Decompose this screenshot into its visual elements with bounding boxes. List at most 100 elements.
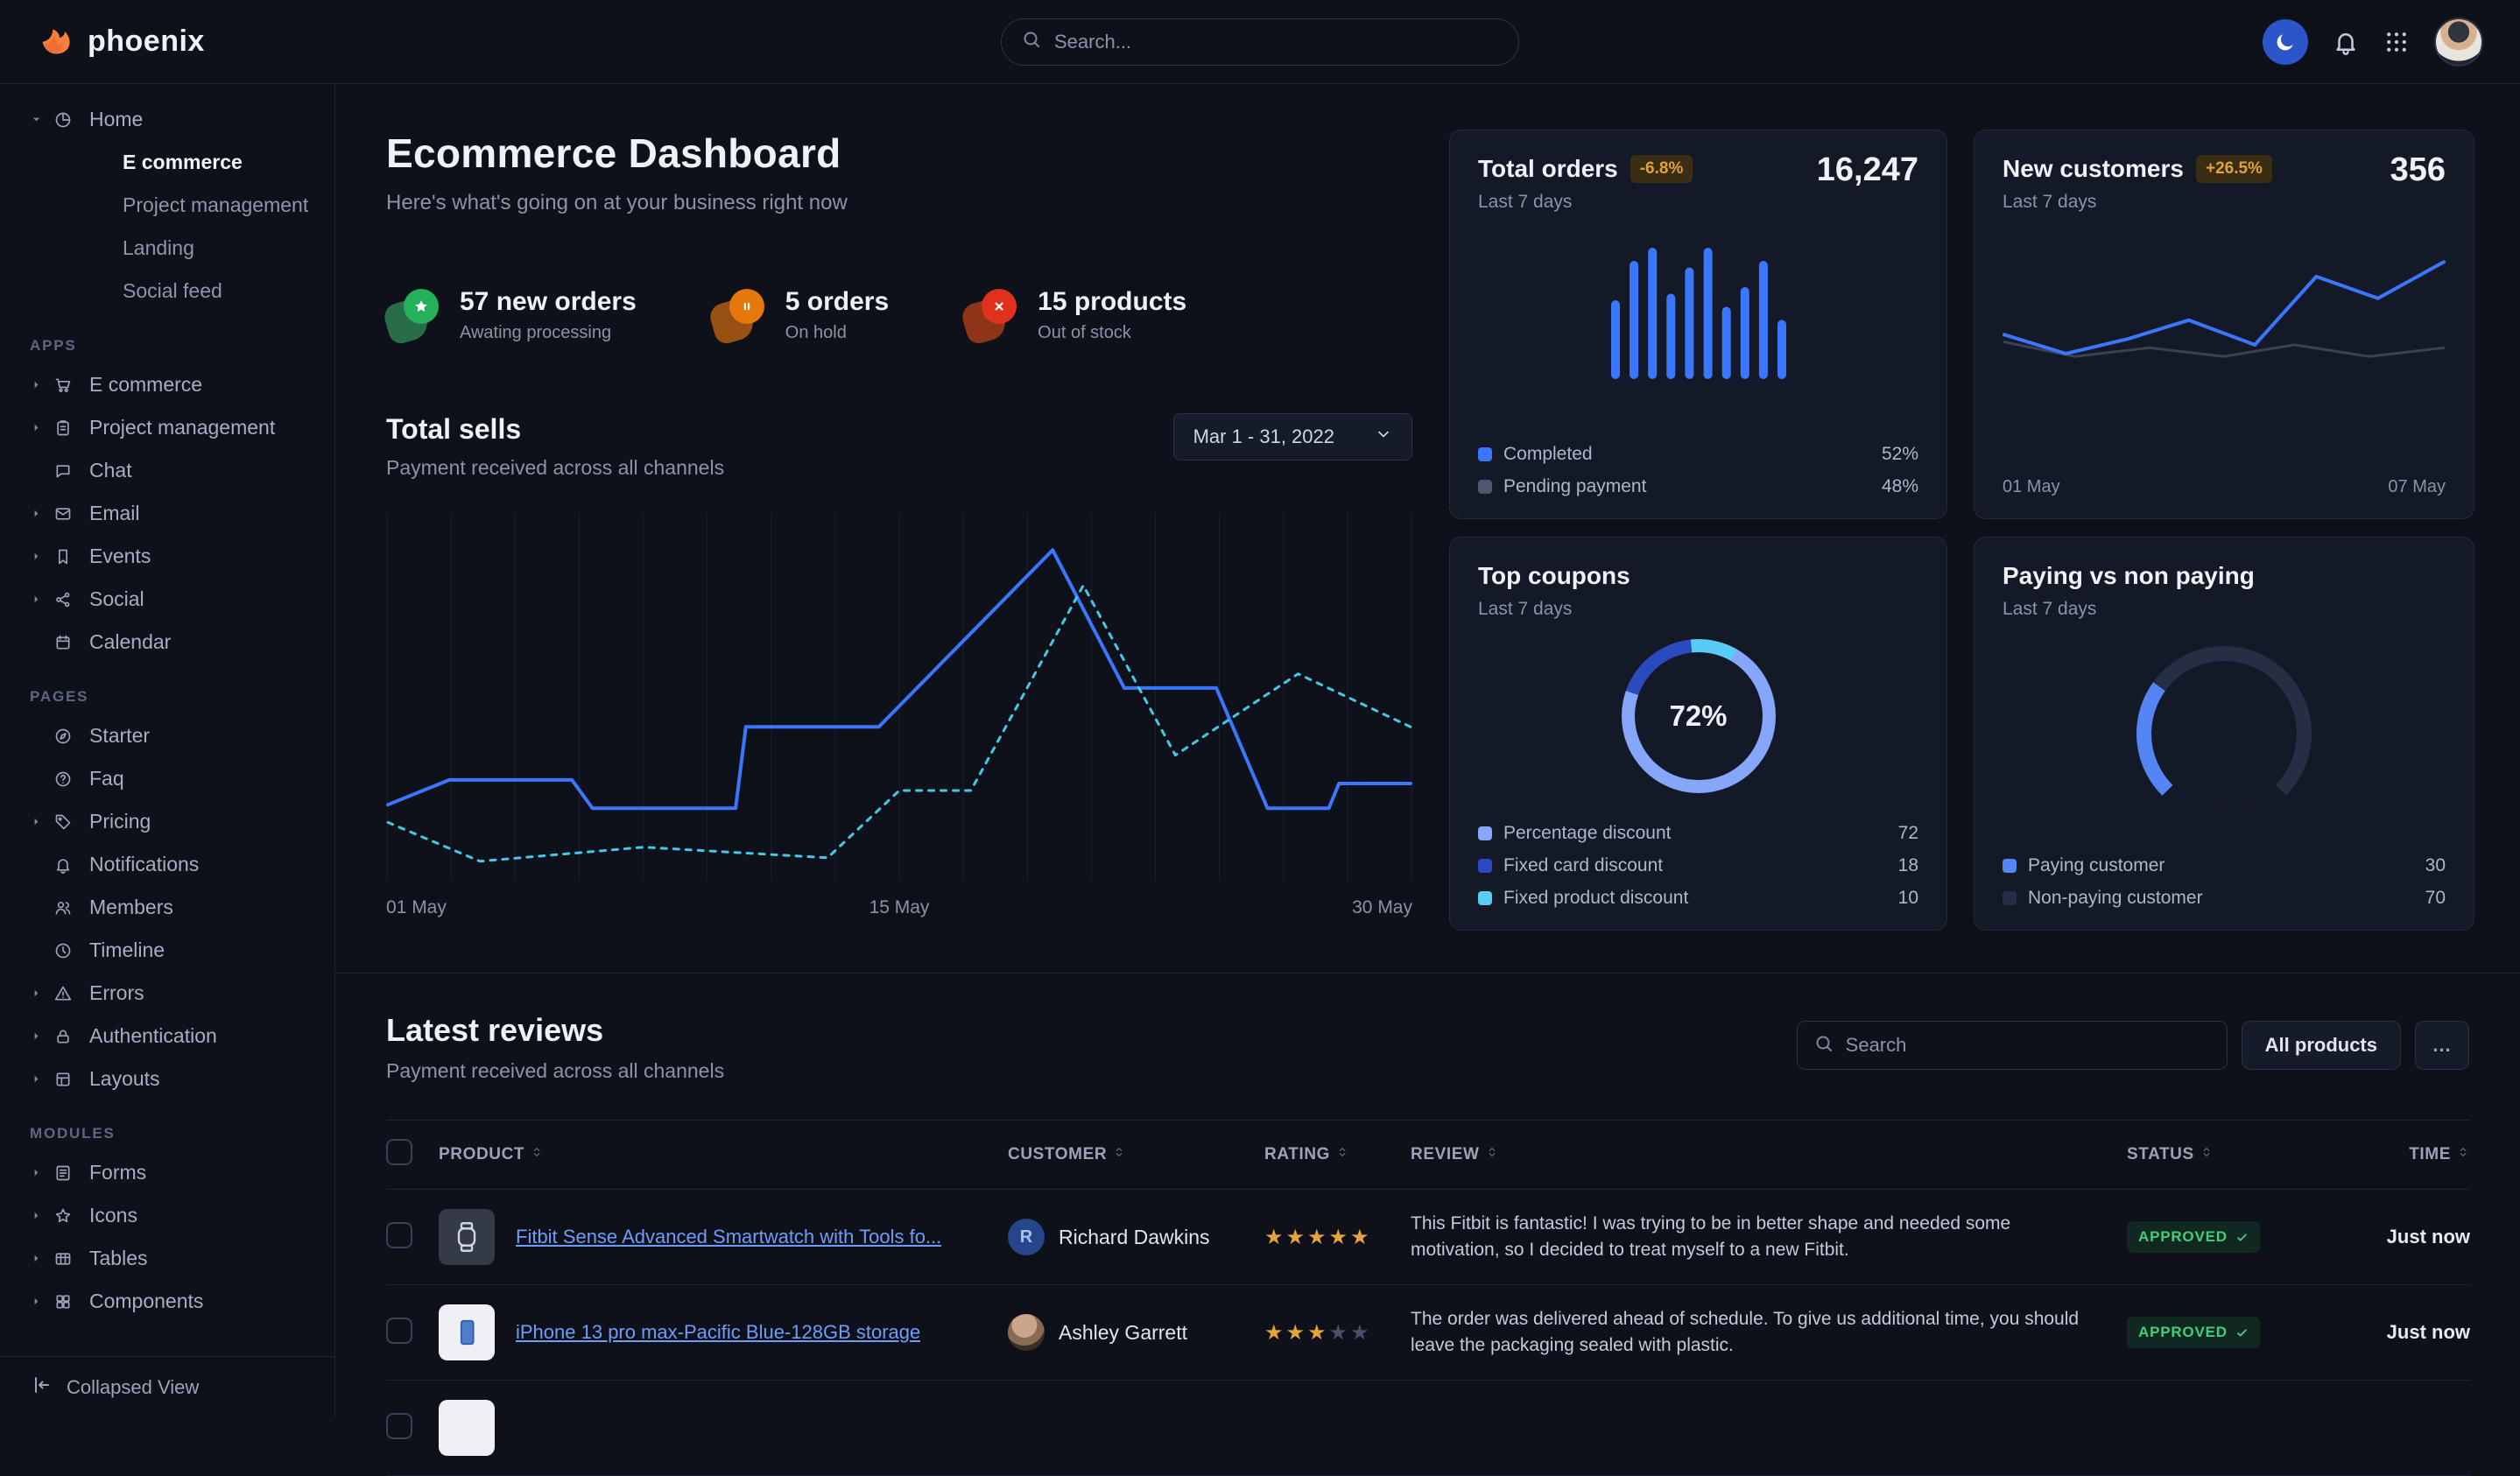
legend-label: Non-paying customer	[2028, 888, 2203, 909]
all-products-button[interactable]: All products	[2242, 1021, 2401, 1070]
sidebar-item-label: Chat	[89, 459, 132, 482]
sidebar-nav: HomeE commerceProject managementLandingS…	[0, 84, 334, 1353]
top-coupons-donut-chart: 72%	[1478, 639, 1918, 793]
card-title: Paying vs non paying	[2003, 562, 2255, 590]
sidebar-item-calendar[interactable]: Calendar	[0, 621, 334, 664]
date-range-value: Mar 1 - 31, 2022	[1193, 425, 1334, 448]
column-header-product[interactable]: PRODUCT	[439, 1145, 544, 1164]
reviews-search-input[interactable]	[1846, 1034, 2211, 1057]
sidebar-subitem-landing[interactable]: Landing	[0, 227, 334, 270]
row-checkbox[interactable]	[386, 1413, 412, 1439]
date-range-select[interactable]: Mar 1 - 31, 2022	[1173, 413, 1412, 460]
page-title: Ecommerce Dashboard	[386, 130, 1412, 177]
theme-toggle-button[interactable]	[2263, 19, 2308, 65]
sidebar-item-social[interactable]: Social	[0, 578, 334, 621]
sidebar-item-label: Home	[89, 108, 143, 131]
x-tick: 01 May	[2003, 477, 2060, 497]
sidebar-item-notifications[interactable]: Notifications	[0, 843, 334, 886]
help-icon	[54, 770, 72, 788]
sidebar-item-label: Project management	[89, 416, 275, 439]
compass-icon	[54, 727, 72, 745]
product-link[interactable]: iPhone 13 pro max-Pacific Blue-128GB sto…	[516, 1321, 920, 1344]
caret-right-icon	[30, 507, 43, 520]
sidebar-section-apps: APPS	[0, 337, 334, 355]
column-header-rating[interactable]: RATING	[1264, 1145, 1349, 1164]
brand[interactable]: phoenix	[37, 20, 205, 63]
row-checkbox[interactable]	[386, 1222, 412, 1248]
collapsed-view-button[interactable]: Collapsed View	[0, 1356, 335, 1417]
user-avatar[interactable]	[2434, 18, 2483, 67]
column-header-customer[interactable]: CUSTOMER	[1008, 1145, 1126, 1164]
sidebar-item-errors[interactable]: Errors	[0, 972, 334, 1015]
select-all-checkbox[interactable]	[386, 1139, 412, 1165]
sidebar-item-events[interactable]: Events	[0, 535, 334, 578]
more-options-button[interactable]: ...	[2415, 1021, 2469, 1070]
sidebar-item-label: Errors	[89, 981, 144, 1005]
collapsed-view-label: Collapsed View	[67, 1376, 199, 1399]
sidebar-item-faq[interactable]: Faq	[0, 757, 334, 800]
sidebar-item-e-commerce[interactable]: E commerce	[0, 363, 334, 406]
sidebar-item-components[interactable]: Components	[0, 1280, 334, 1323]
sidebar-item-layouts[interactable]: Layouts	[0, 1058, 334, 1100]
navbar-search-input[interactable]	[1054, 31, 1499, 53]
search-icon	[1813, 1033, 1834, 1054]
column-header-status[interactable]: STATUS	[2127, 1145, 2214, 1164]
sidebar-item-starter[interactable]: Starter	[0, 714, 334, 757]
legend-swatch	[1478, 891, 1492, 905]
sidebar-item-label: Authentication	[89, 1024, 217, 1048]
legend-value: 70	[2425, 888, 2446, 909]
sidebar-item-tables[interactable]: Tables	[0, 1237, 334, 1280]
sidebar-item-email[interactable]: Email	[0, 492, 334, 535]
brand-name: phoenix	[88, 25, 205, 59]
sidebar-item-members[interactable]: Members	[0, 886, 334, 929]
legend-swatch	[2003, 859, 2017, 873]
column-header-time[interactable]: TIME	[2409, 1145, 2470, 1164]
top-coupons-card: Top coupons Last 7 days 72% Percentage d…	[1449, 537, 1947, 931]
legend-row: Completed52%	[1478, 444, 1918, 465]
customer-cell[interactable]: RRichard Dawkins	[1008, 1219, 1264, 1255]
apps-grid-button[interactable]	[2383, 29, 2410, 55]
sidebar-item-pricing[interactable]: Pricing	[0, 800, 334, 843]
sidebar-subitem-project-management[interactable]: Project management	[0, 184, 334, 227]
sidebar-item-project-management[interactable]: Project management	[0, 406, 334, 449]
sidebar-item-icons[interactable]: Icons	[0, 1194, 334, 1237]
collapse-icon	[32, 1374, 53, 1395]
sidebar-item-label: Components	[89, 1290, 203, 1313]
x-icon	[991, 299, 1007, 314]
sidebar-item-label: Tables	[89, 1247, 147, 1270]
search-icon	[1813, 1033, 1834, 1058]
form-icon	[54, 1164, 72, 1182]
sidebar-item-authentication[interactable]: Authentication	[0, 1015, 334, 1058]
sidebar-subitem-social-feed[interactable]: Social feed	[0, 270, 334, 313]
legend-label: Fixed product discount	[1503, 888, 1688, 909]
caret-right-icon	[30, 593, 43, 606]
sidebar-item-forms[interactable]: Forms	[0, 1151, 334, 1194]
sidebar-item-home[interactable]: Home	[0, 98, 334, 141]
card-value: 356	[2390, 151, 2446, 189]
caret-right-icon	[30, 987, 43, 1000]
sidebar-item-timeline[interactable]: Timeline	[0, 929, 334, 972]
notifications-button[interactable]	[2333, 29, 2359, 55]
caret-right-icon	[30, 1209, 43, 1222]
customer-name: Ashley Garrett	[1059, 1321, 1187, 1345]
sidebar-subitem-e-commerce[interactable]: E commerce	[0, 141, 334, 184]
row-checkbox[interactable]	[386, 1318, 412, 1344]
legend-label: Fixed card discount	[1503, 855, 1663, 876]
column-header-review[interactable]: REVIEW	[1411, 1145, 1499, 1164]
sidebar-item-label: E commerce	[89, 373, 202, 397]
reviews-search[interactable]	[1797, 1021, 2228, 1070]
product-link[interactable]: Fitbit Sense Advanced Smartwatch with To…	[516, 1226, 941, 1248]
sidebar-item-chat[interactable]: Chat	[0, 449, 334, 492]
sidebar-item-label: Starter	[89, 724, 150, 748]
navbar-search[interactable]	[1001, 18, 1519, 66]
legend-swatch	[1478, 859, 1492, 873]
reviews-header: Latest reviews Payment received across a…	[386, 1012, 2469, 1083]
customer-cell[interactable]: Ashley Garrett	[1008, 1314, 1264, 1351]
legend-swatch	[2003, 891, 2017, 905]
caret-right-icon	[30, 421, 43, 434]
rating-stars: ★★★★★	[1264, 1321, 1372, 1345]
sidebar-item-label: Pricing	[89, 810, 151, 833]
caret-right-icon	[30, 1252, 43, 1265]
card-title: New customers	[2003, 155, 2184, 183]
sidebar-section-modules: MODULES	[0, 1125, 334, 1142]
